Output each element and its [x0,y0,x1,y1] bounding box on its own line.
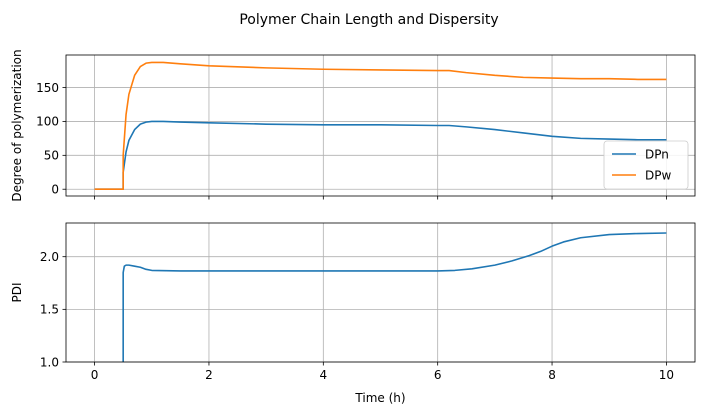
chart-title: Polymer Chain Length and Dispersity [239,12,498,28]
series-line-dpw [94,61,667,191]
y-tick-label: 2.0 [40,250,59,264]
series-line-dpn [94,120,667,191]
panel-pdi: 0 2 4 6 8 10 1.0 1.5 2.0 PDI [10,222,696,382]
y-tick-label: 1.0 [40,355,59,369]
x-tick-label: 6 [434,368,442,382]
y-axis-label-bottom: PDI [10,282,24,302]
x-tick-label: 4 [319,368,327,382]
x-tick-label: 10 [659,368,674,382]
series-line-pdi [122,232,667,362]
y-tick-label: 150 [36,81,59,95]
legend-label-dpn: DPn [645,147,669,161]
axes-frame-bottom [65,222,696,363]
x-axis-label: Time (h) [354,391,405,405]
x-tick-label: 8 [548,368,556,382]
y-tick-label: 50 [44,149,59,163]
legend-box [603,140,689,190]
y-tick-label: 100 [36,115,59,129]
legend-label-dpw: DPw [645,168,671,182]
y-axis-label-top: Degree of polymerization [10,49,24,201]
x-tick-label: 2 [205,368,213,382]
x-tick-label: 0 [91,368,99,382]
y-tick-label: 0 [51,183,59,197]
legend: DPn DPw [603,140,689,190]
axes-frame-top [65,54,696,197]
y-tick-label: 1.5 [40,303,59,317]
